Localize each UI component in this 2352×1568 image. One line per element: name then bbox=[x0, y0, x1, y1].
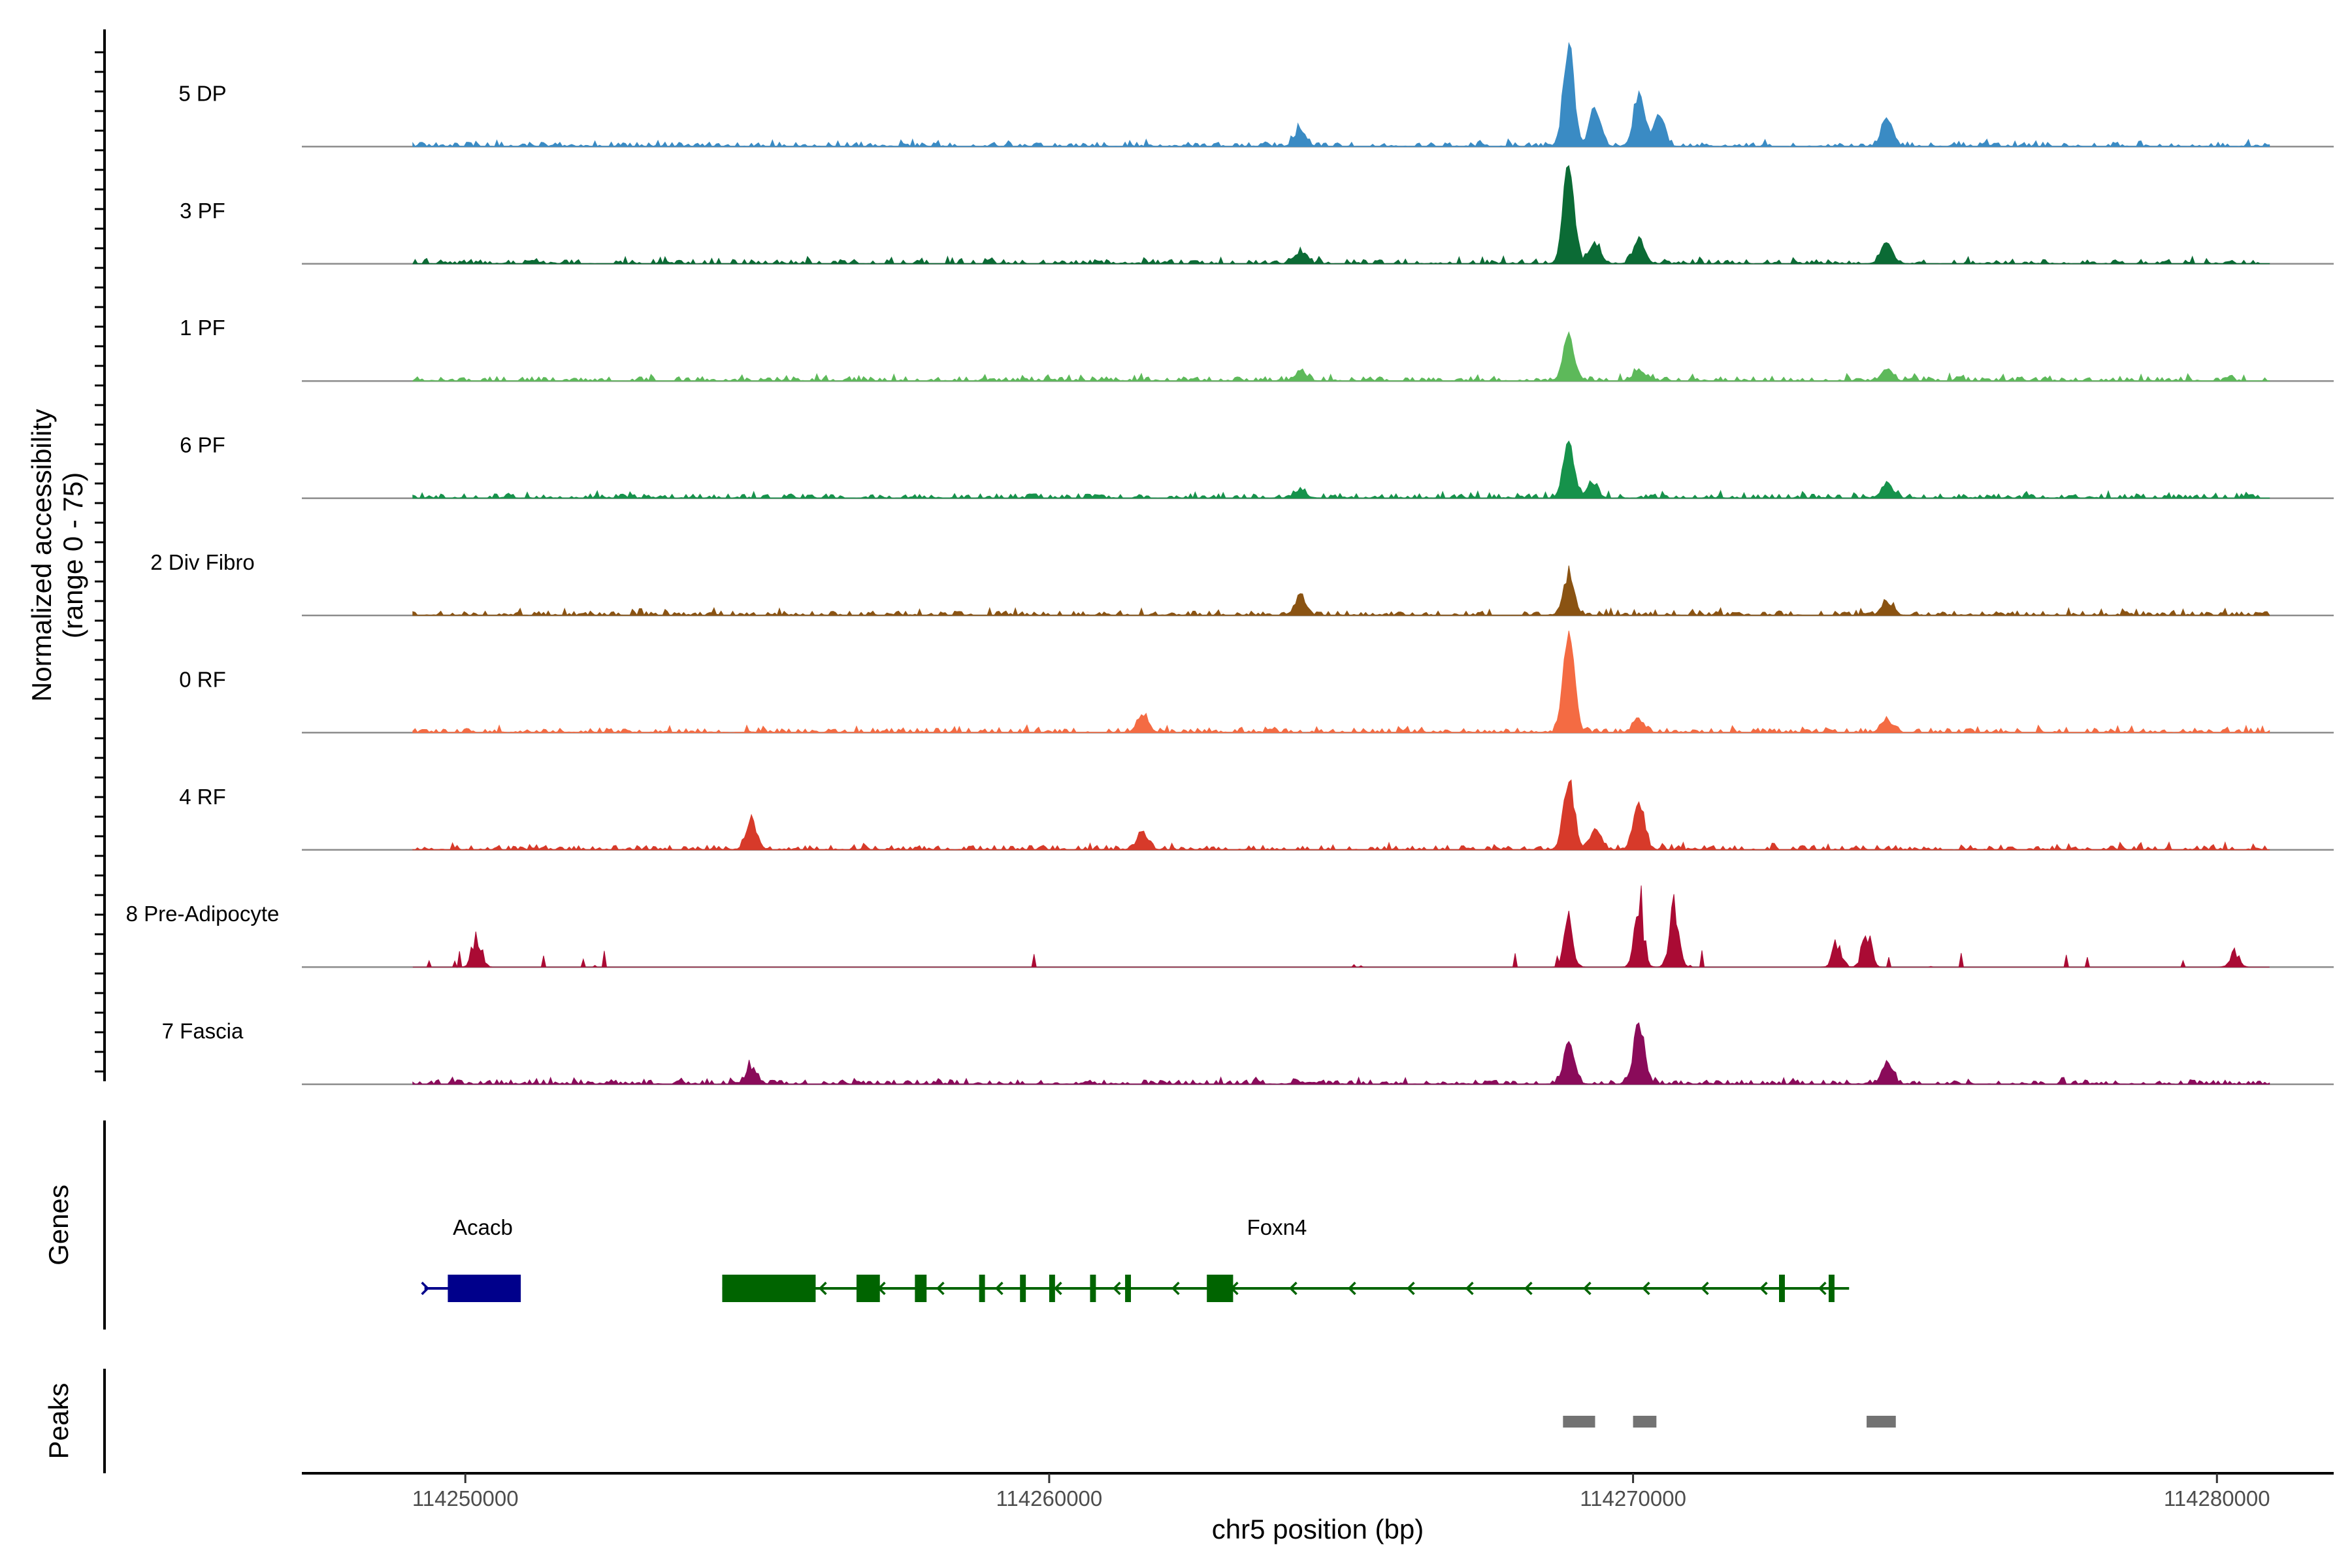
track-label: 0 RF bbox=[179, 667, 226, 691]
strand-arrow bbox=[1641, 1281, 1650, 1296]
genes-panel-title: Genes bbox=[43, 1184, 74, 1266]
coverage-track: 0 RF bbox=[179, 630, 2334, 734]
strand-arrow bbox=[1524, 1281, 1533, 1296]
y-axis-ticks bbox=[95, 51, 105, 1073]
strand-arrow bbox=[1818, 1281, 1827, 1296]
gene-exon bbox=[1020, 1275, 1026, 1302]
coverage-track: 5 DP bbox=[178, 42, 2334, 148]
x-axis: 114250000 114260000 114270000 114280000 chr… bbox=[302, 1472, 2334, 1544]
x-axis-tick-label: 114280000 bbox=[2164, 1486, 2270, 1511]
gene-exon bbox=[979, 1275, 985, 1302]
track-label: 3 PF bbox=[180, 199, 225, 223]
gene-exon bbox=[722, 1275, 816, 1302]
genes-panel: Genes Acacb Foxn4 bbox=[43, 1120, 1850, 1330]
strand-arrow bbox=[1112, 1281, 1121, 1296]
strand-arrow bbox=[1347, 1281, 1356, 1296]
x-axis-ticks: 114250000 114260000 114270000 114280000 bbox=[412, 1473, 2270, 1511]
strand-arrow bbox=[936, 1281, 945, 1296]
gene-exon bbox=[1049, 1275, 1055, 1302]
x-axis-tick-label: 114260000 bbox=[996, 1486, 1103, 1511]
track-label: 7 Fascia bbox=[162, 1019, 244, 1043]
peak-region bbox=[1563, 1416, 1595, 1428]
coverage-area bbox=[412, 440, 2270, 499]
coverage-tracks: 5 DP 3 PF 1 PF 6 PF 2 Div Fibro 0 RF 4 RF 8 Pre… bbox=[126, 42, 2334, 1085]
x-axis-title: chr5 position (bp) bbox=[1212, 1514, 1424, 1544]
peak-region bbox=[1633, 1416, 1657, 1428]
gene-exon bbox=[856, 1275, 880, 1302]
coverage-track: 3 PF bbox=[180, 165, 2334, 265]
coverage-track: 6 PF bbox=[180, 433, 2334, 499]
coverage-track: 4 RF bbox=[179, 779, 2334, 851]
track-label: 8 Pre-Adipocyte bbox=[126, 902, 280, 926]
strand-arrow bbox=[1465, 1281, 1474, 1296]
coverage-area bbox=[412, 630, 2270, 734]
peaks-panel: Peaks bbox=[43, 1369, 1896, 1473]
gene-exon bbox=[448, 1275, 521, 1302]
track-label: 2 Div Fibro bbox=[150, 550, 255, 574]
peak-region bbox=[1867, 1416, 1896, 1428]
strand-arrow bbox=[1053, 1281, 1062, 1296]
gene-model: Foxn4 bbox=[722, 1215, 1850, 1302]
gene-exon bbox=[1090, 1275, 1096, 1302]
gene-exon bbox=[1828, 1275, 1835, 1302]
track-label: 1 PF bbox=[180, 316, 225, 340]
coverage-track: 1 PF bbox=[180, 316, 2334, 382]
strand-arrow bbox=[421, 1281, 430, 1296]
gene-exon bbox=[915, 1275, 927, 1302]
gene-name-label: Acacb bbox=[453, 1215, 513, 1239]
strand-arrow bbox=[1406, 1281, 1415, 1296]
coverage-track: 7 Fascia bbox=[162, 1019, 2334, 1085]
track-label: 6 PF bbox=[180, 433, 225, 457]
coverage-area bbox=[412, 779, 2270, 851]
gene-model: Acacb bbox=[421, 1215, 521, 1302]
gene-models: Acacb Foxn4 bbox=[421, 1215, 1850, 1302]
gene-exon bbox=[1125, 1275, 1132, 1302]
y-axis-title-line2: (range 0 - 75) bbox=[57, 472, 88, 638]
track-label: 5 DP bbox=[178, 81, 226, 105]
strand-arrow bbox=[1288, 1281, 1298, 1296]
strand-arrow bbox=[1759, 1281, 1768, 1296]
peak-regions bbox=[1563, 1416, 1896, 1428]
strand-arrow bbox=[1700, 1281, 1709, 1296]
coverage-area bbox=[412, 565, 2270, 616]
strand-arrow bbox=[994, 1281, 1004, 1296]
gene-name-label: Foxn4 bbox=[1247, 1215, 1307, 1239]
gene-exon bbox=[1207, 1275, 1233, 1302]
coverage-track: 2 Div Fibro bbox=[150, 550, 2334, 617]
coverage-area bbox=[412, 165, 2270, 265]
coverage-area bbox=[412, 42, 2270, 147]
coverage-track: 8 Pre-Adipocyte bbox=[126, 885, 2334, 969]
x-axis-tick-label: 114250000 bbox=[412, 1486, 519, 1511]
gene-exon bbox=[1779, 1275, 1785, 1302]
peaks-panel-title: Peaks bbox=[43, 1383, 74, 1460]
strand-arrow bbox=[1582, 1281, 1592, 1296]
y-axis: Normalized accessibility (range 0 - 75) bbox=[26, 29, 106, 1081]
coverage-area bbox=[412, 885, 2270, 969]
y-axis-title-line1: Normalized accessibility bbox=[26, 409, 57, 702]
track-label: 4 RF bbox=[179, 785, 226, 809]
coverage-area bbox=[412, 1022, 2270, 1085]
coverage-area bbox=[412, 331, 2270, 382]
strand-arrow bbox=[1171, 1281, 1180, 1296]
x-axis-tick-label: 114270000 bbox=[1580, 1486, 1686, 1511]
strand-arrow bbox=[818, 1281, 827, 1296]
